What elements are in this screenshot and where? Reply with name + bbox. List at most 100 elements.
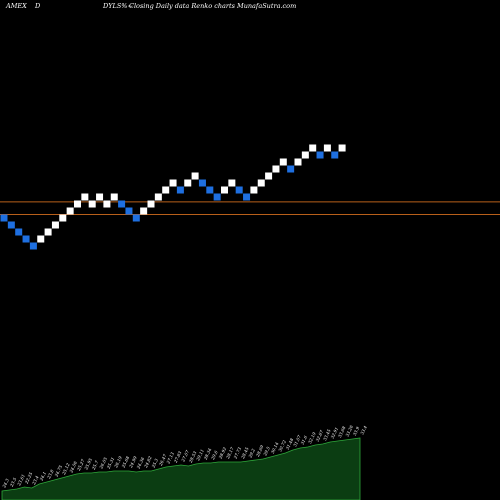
volume-label: 27.13 — [165, 451, 175, 465]
renko-brick-down — [235, 186, 243, 194]
renko-brick-up — [37, 235, 45, 243]
header-description: Closing Daily data Renko charts MunafaSu… — [129, 2, 296, 10]
volume-label: 32.19 — [307, 431, 317, 444]
renko-brick-up — [294, 158, 302, 166]
renko-brick-up — [147, 200, 155, 208]
renko-brick-up — [103, 200, 111, 208]
volume-label: 23.5 — [8, 477, 17, 489]
renko-brick-up — [323, 144, 331, 152]
renko-brick-up — [88, 200, 96, 208]
renko-brick-up — [110, 193, 118, 201]
volume-label: 25.7 — [90, 460, 99, 472]
renko-brick-up — [59, 214, 67, 222]
renko-brick-up — [191, 172, 199, 180]
renko-brick-up — [162, 186, 170, 194]
volume-label: 31.07 — [292, 434, 302, 447]
renko-brick-down — [0, 214, 8, 222]
renko-bricks — [0, 144, 346, 250]
renko-brick-up — [169, 179, 177, 187]
volume-label: 30.72 — [277, 439, 287, 452]
volume-label: 25.68 — [120, 455, 130, 469]
volume-label: 29.6 — [210, 450, 219, 462]
volume-label: 24.36 — [135, 456, 145, 470]
renko-brick-up — [96, 193, 104, 201]
renko-brick-up — [250, 186, 258, 194]
renko-brick-down — [331, 151, 339, 159]
volume-label: 33.68 — [337, 425, 347, 438]
renko-brick-up — [184, 179, 192, 187]
volume-label: 25.27 — [76, 458, 86, 472]
volume-label: 23.61 — [16, 473, 26, 487]
renko-brick-down — [206, 186, 214, 194]
renko-brick-down — [22, 235, 30, 243]
renko-brick-up — [74, 200, 81, 208]
renko-brick-up — [257, 179, 265, 187]
volume-label: 33.9 — [352, 426, 361, 437]
renko-brick-up — [51, 221, 59, 229]
renko-brick-down — [198, 179, 206, 187]
volume-label: 25.3 — [150, 458, 159, 470]
volume-label: 31.6 — [300, 435, 309, 446]
renko-brick-up — [66, 207, 74, 215]
renko-brick-down — [118, 200, 126, 208]
volume-label: 30.14 — [270, 441, 280, 454]
volume-label: 22.25 — [23, 471, 33, 485]
volume-label: 27.73 — [232, 446, 242, 460]
renko-brick-down — [29, 242, 37, 250]
volume-label: 25.12 — [61, 462, 71, 476]
volume-label: 25.95 — [83, 457, 93, 471]
renko-brick-down — [125, 207, 133, 215]
renko-brick-up — [44, 228, 52, 236]
volume-label: 32.87 — [315, 429, 325, 442]
renko-brick-down — [213, 193, 221, 201]
volume-label: 27.07 — [180, 449, 190, 463]
volume-label: 33.4 — [359, 425, 368, 436]
volume-label: 29.5 — [262, 446, 271, 458]
renko-brick-down — [132, 214, 140, 222]
volume-label: 33.26 — [344, 424, 354, 437]
renko-brick-up — [81, 193, 89, 201]
reference-lines — [0, 201, 500, 215]
volume-label: 31.48 — [285, 437, 295, 450]
volume-label: 23.4 — [31, 475, 40, 487]
volume-label: 24.82 — [143, 455, 153, 469]
renko-brick-down — [316, 151, 324, 159]
volume-label: 33.45 — [322, 428, 332, 441]
renko-brick-up — [309, 144, 317, 152]
renko-brick-up — [154, 193, 162, 201]
renko-brick-up — [228, 179, 236, 187]
renko-brick-down — [176, 186, 184, 194]
volume-label: 23.8 — [46, 469, 55, 481]
volume-label: 32.91 — [330, 426, 340, 439]
volume-label: 29.11 — [195, 448, 205, 462]
volume-label: 28.69 — [255, 444, 265, 458]
renko-brick-down — [287, 165, 295, 173]
volume-label: 28.34 — [202, 447, 212, 461]
volume-label: 24.75 — [53, 464, 63, 478]
volume-area-path — [1, 437, 361, 500]
header-title-fragment: DYLS%~ — [102, 2, 133, 10]
volume-label: 26.19 — [113, 455, 123, 469]
volume-label: 28.53 — [187, 450, 197, 464]
renko-brick-up — [221, 186, 228, 194]
volume-label: 24.99 — [128, 455, 138, 469]
volume-label: 29.2 — [247, 448, 256, 460]
volume-label: 24.3 — [1, 478, 10, 490]
renko-brick-up — [265, 172, 273, 180]
volume-label: 26.47 — [158, 453, 168, 467]
renko-brick-up — [279, 158, 287, 166]
renko-brick-up — [272, 165, 280, 173]
renko-brick-up — [301, 151, 309, 159]
volume-label: 28.92 — [217, 446, 227, 460]
header-symbol: D — [34, 2, 41, 10]
volume-label: 24.1 — [38, 471, 47, 482]
volume-label: 28.17 — [225, 446, 235, 460]
renko-brick-up — [140, 207, 148, 215]
volume-label: 25.31 — [105, 456, 115, 470]
renko-brick-down — [243, 193, 251, 201]
volume-label: 27.83 — [172, 450, 182, 464]
renko-brick-up — [338, 144, 346, 152]
